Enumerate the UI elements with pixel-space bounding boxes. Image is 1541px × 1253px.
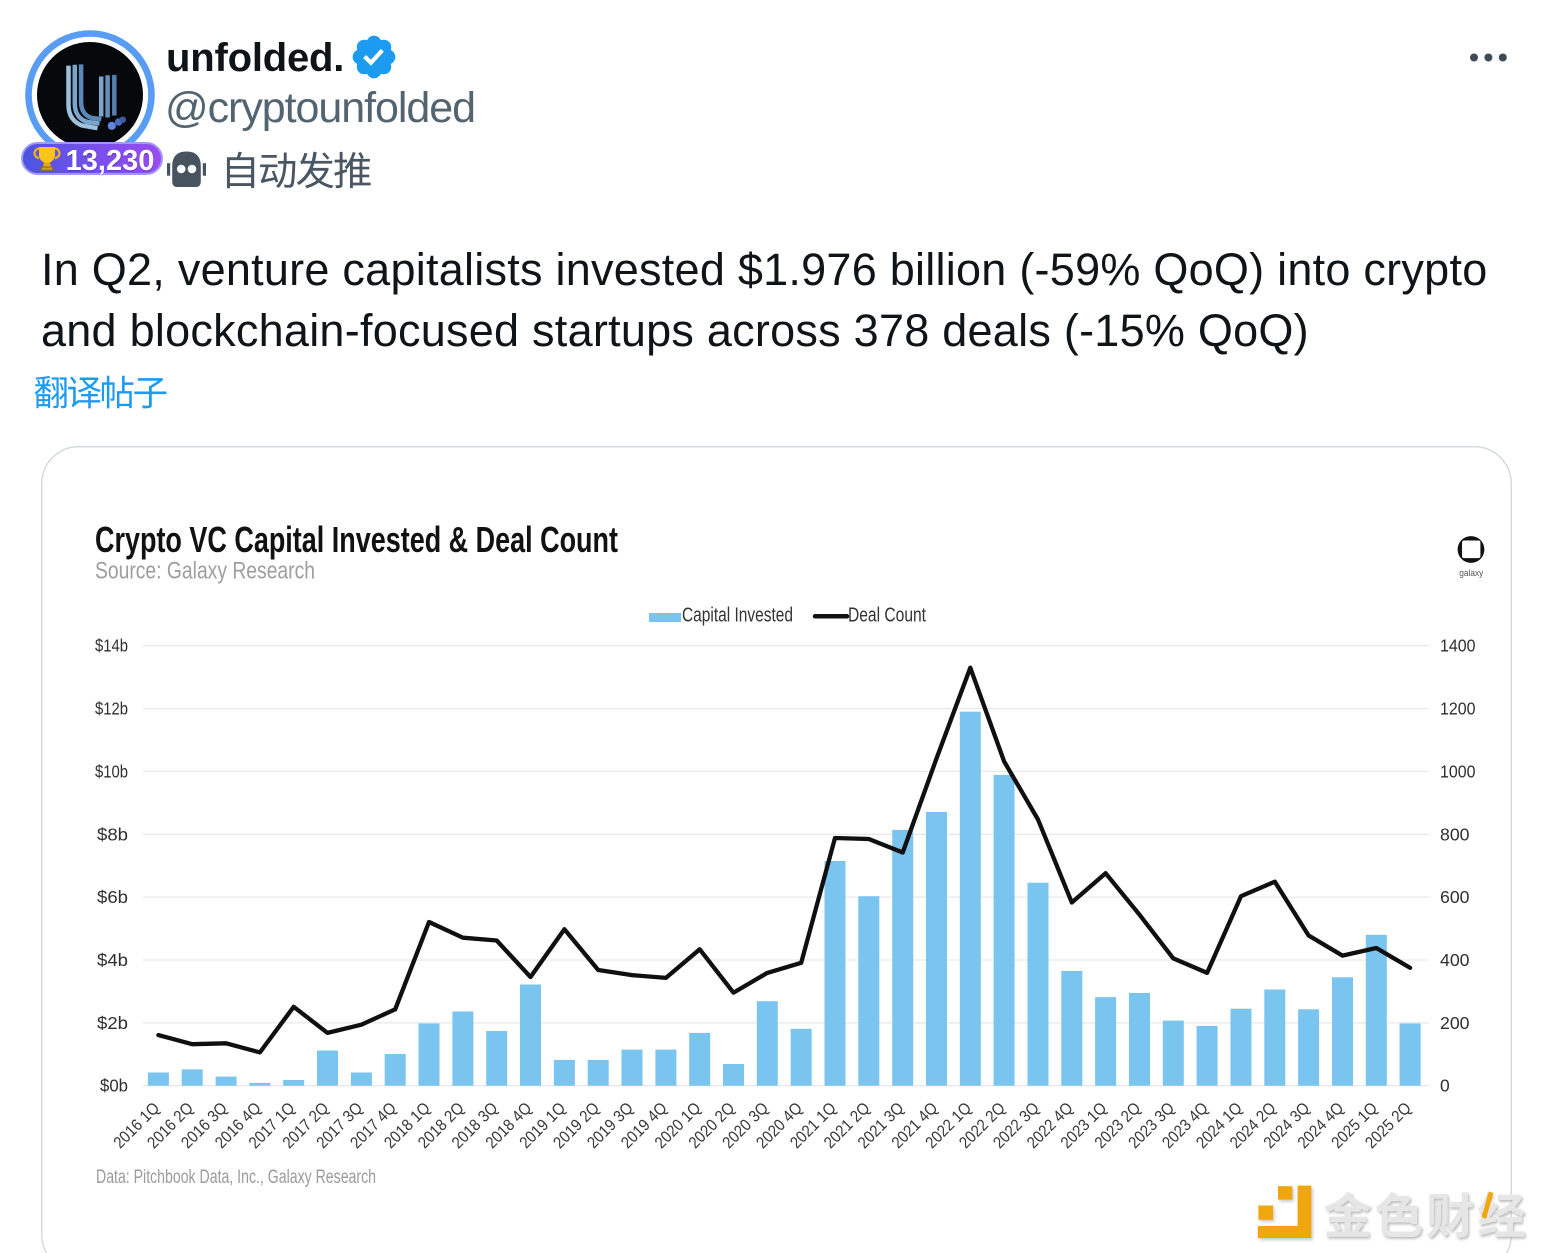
svg-text:Deal Count: Deal Count [848,605,926,627]
svg-text:800: 800 [1440,824,1470,844]
svg-text:$0b: $0b [100,1076,128,1096]
svg-text:$2b: $2b [97,1013,128,1033]
svg-text:0: 0 [1440,1076,1450,1096]
svg-text:400: 400 [1440,950,1470,970]
svg-text:$6b: $6b [97,887,128,907]
svg-text:Source: Galaxy Research: Source: Galaxy Research [95,558,315,585]
svg-text:200: 200 [1440,1013,1470,1033]
svg-text:$8b: $8b [97,824,128,844]
svg-text:600: 600 [1440,887,1470,907]
svg-text:$4b: $4b [97,950,128,970]
svg-text:1400: 1400 [1440,636,1476,656]
svg-text:1000: 1000 [1440,761,1476,781]
svg-text:Capital Invested: Capital Invested [682,605,793,627]
svg-text:Data: Pitchbook Data, Inc., Ga: Data: Pitchbook Data, Inc., Galaxy Resea… [96,1167,376,1188]
svg-text:$10b: $10b [95,761,128,781]
svg-text:Crypto VC Capital Invested & D: Crypto VC Capital Invested & Deal Count [95,519,618,560]
svg-text:galaxy: galaxy [1459,568,1483,578]
svg-text:1200: 1200 [1440,699,1476,719]
svg-text:$14b: $14b [95,636,128,656]
svg-text:$12b: $12b [95,699,128,719]
